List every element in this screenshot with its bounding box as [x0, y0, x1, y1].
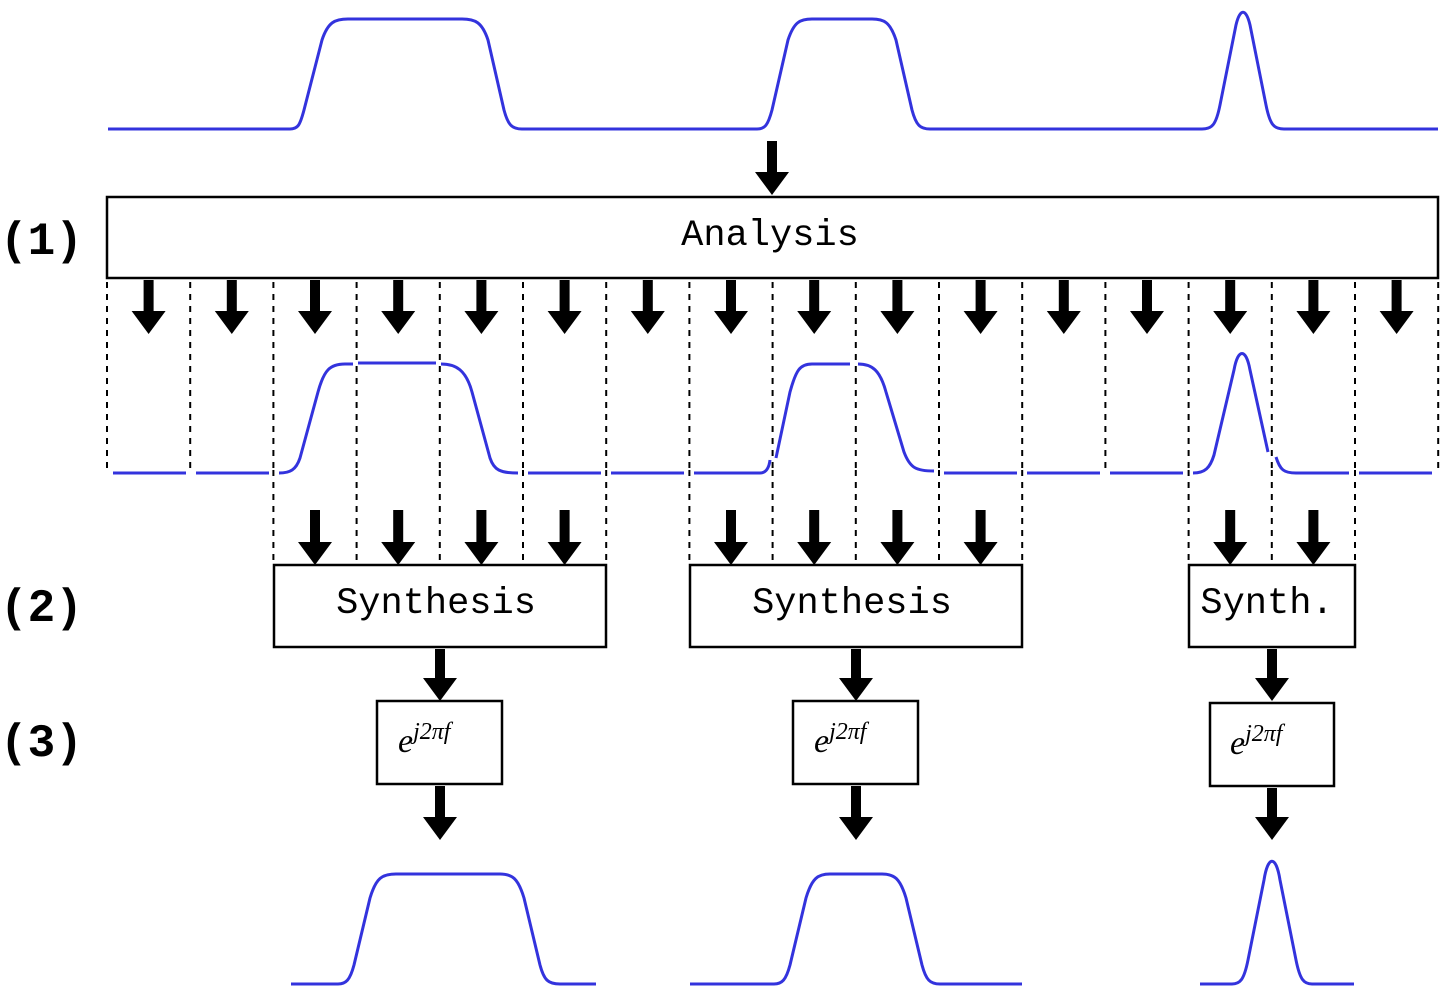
svg-text:ej2πf: ej2πf [814, 719, 870, 760]
analysis-label: Analysis [681, 215, 859, 257]
shift-box-c: ej2πf [1208, 701, 1336, 788]
subband-layer [106, 280, 1440, 565]
output-signal-c [1200, 859, 1354, 986]
synthesis-input-arrow-1-9 [880, 510, 915, 565]
shift-to-output-arrows [423, 786, 1289, 840]
output-signal-b [690, 872, 1022, 986]
analysis-output-arrow-9 [797, 280, 832, 334]
shift-exponent-b: j2πf [826, 719, 870, 745]
shift-box-b: ej2πf [791, 699, 920, 786]
synthesis-box-b [688, 563, 1024, 649]
subband-signals [113, 352, 1432, 475]
synthesis-input-arrow-1-10 [963, 510, 998, 565]
analysis-output-arrow-4 [381, 280, 416, 334]
analysis-output-arrow-2 [214, 280, 249, 334]
synthesis-input-arrow-0-3 [381, 510, 416, 565]
stage-label-1: (1) [0, 216, 83, 268]
stage-label-3: (3) [0, 718, 83, 770]
shift-box-a: ej2πf [375, 699, 504, 786]
subband-signal-8 [694, 459, 772, 475]
synthesis-input-arrow-1-8 [797, 510, 832, 565]
analysis-output-arrow-7 [630, 280, 665, 334]
subband-signal-10 [857, 362, 935, 473]
synth-to-shift-arrows [423, 649, 1289, 701]
analysis-box [105, 195, 1440, 280]
svg-text:ej2πf: ej2πf [398, 719, 454, 760]
synthesis-label-c: Synth. [1200, 583, 1333, 625]
input-arrow [755, 141, 789, 195]
analysis-output-arrow-12 [1046, 280, 1081, 334]
synthesis-box-c [1187, 563, 1357, 649]
synthesis-input-arrow-0-5 [547, 510, 582, 565]
synthesis-input-arrow-0-2 [298, 510, 332, 565]
input-signal [108, 10, 1438, 131]
subband-signal-5 [440, 362, 519, 475]
analysis-output-arrow-15 [1296, 280, 1331, 334]
analysis-output-arrow-11 [963, 280, 998, 334]
stage-label-2: (2) [0, 583, 83, 635]
synthesis-input-arrow-2-14 [1296, 510, 1331, 565]
subband-signal-9 [774, 362, 850, 459]
shift-exponent-c: j2πf [1242, 721, 1286, 747]
synthesis-label-b: Synthesis [752, 583, 952, 625]
analysis-output-arrow-5 [464, 280, 499, 334]
subband-signal-15 [1274, 456, 1349, 475]
analysis-output-arrow-10 [880, 280, 915, 334]
shift-base-b: e [814, 723, 829, 760]
analysis-output-arrow-8 [714, 280, 748, 334]
analysis-output-arrow-16 [1379, 280, 1414, 334]
analysis-output-arrow-3 [298, 280, 332, 334]
synthesis-input-arrow-2-13 [1213, 510, 1248, 565]
analysis-output-arrow-13 [1130, 280, 1164, 334]
subband-signal-14 [1192, 352, 1270, 475]
analysis-output-arrow-6 [547, 280, 582, 334]
shift-base-a: e [398, 723, 413, 760]
analysis-output-arrow-1 [131, 280, 166, 334]
analysis-output-arrow-14 [1213, 280, 1248, 334]
svg-text:ej2πf: ej2πf [1230, 721, 1286, 762]
synthesis-input-arrow-0-4 [464, 510, 499, 565]
subband-signal-3 [278, 362, 353, 475]
synthesis-box-a [272, 563, 608, 649]
synthesis-label-a: Synthesis [336, 583, 536, 625]
shift-base-c: e [1230, 725, 1245, 762]
shift-exponent-a: j2πf [410, 719, 454, 745]
output-signal-a [291, 872, 596, 986]
synthesis-input-arrow-1-7 [714, 510, 748, 565]
